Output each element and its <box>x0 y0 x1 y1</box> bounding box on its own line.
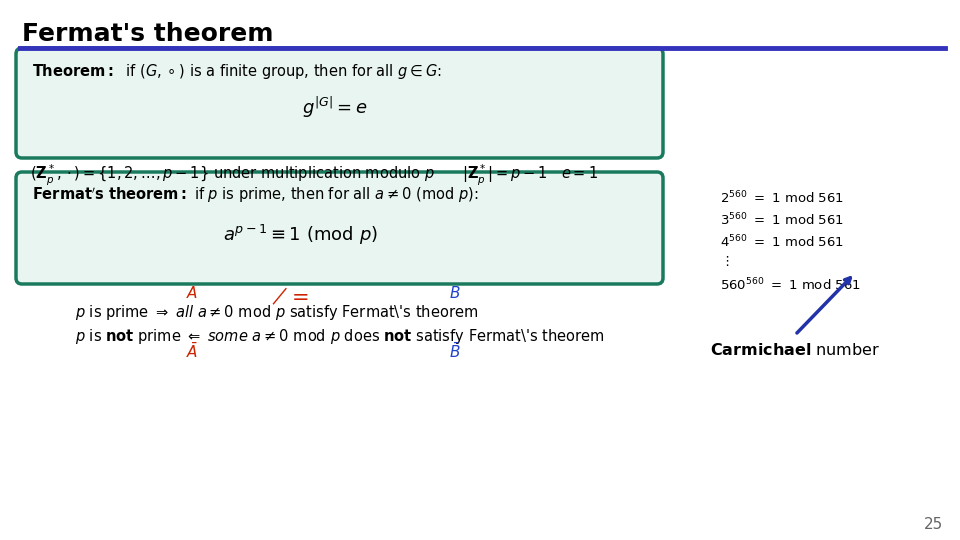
Text: $\bar{A}$: $\bar{A}$ <box>186 342 198 361</box>
Text: $B$: $B$ <box>449 285 461 301</box>
Text: Fermat's theorem: Fermat's theorem <box>22 22 274 46</box>
Text: $\mathbf{Fermat's\ theorem:}$ if $p$ is prime, then for all $a \neq 0\ (\mathrm{: $\mathbf{Fermat's\ theorem:}$ if $p$ is … <box>32 185 479 205</box>
Text: $p$ is prime $\Rightarrow$ $\mathit{all}\ a \neq 0\ \mathrm{mod}\ p$ satisfy Fer: $p$ is prime $\Rightarrow$ $\mathit{all}… <box>75 303 478 322</box>
Text: $g^{|G|} = e$: $g^{|G|} = e$ <box>302 94 368 119</box>
Text: $a^{p-1} \equiv 1\ (\mathrm{mod}\ p)$: $a^{p-1} \equiv 1\ (\mathrm{mod}\ p)$ <box>223 223 377 247</box>
Text: $\bar{B}$: $\bar{B}$ <box>449 342 461 361</box>
Text: $3^{560}\ =\ 1\ \mathrm{mod}\ 561$: $3^{560}\ =\ 1\ \mathrm{mod}\ 561$ <box>720 212 844 228</box>
Text: $\mathbf{Carmichael}$ number: $\mathbf{Carmichael}$ number <box>710 342 880 358</box>
Text: $\vdots$: $\vdots$ <box>720 254 730 268</box>
Text: $p$ is $\mathbf{not}$ prime $\Leftarrow$ $\mathit{some}\ a \neq 0\ \mathrm{mod}\: $p$ is $\mathbf{not}$ prime $\Leftarrow$… <box>75 327 605 346</box>
Text: $\mathbf{Theorem:}$  if $(G,\circ)$ is a finite group, then for all $g \in G$:: $\mathbf{Theorem:}$ if $(G,\circ)$ is a … <box>32 62 442 81</box>
Text: $2^{560}\ =\ 1\ \mathrm{mod}\ 561$: $2^{560}\ =\ 1\ \mathrm{mod}\ 561$ <box>720 190 844 207</box>
FancyBboxPatch shape <box>16 48 663 158</box>
Text: $4^{560}\ =\ 1\ \mathrm{mod}\ 561$: $4^{560}\ =\ 1\ \mathrm{mod}\ 561$ <box>720 234 844 251</box>
Text: $(\mathbf{Z}^*_{p},\cdot) = \{1,2,\ldots,p-1\}$ under multiplication modulo $p$$: $(\mathbf{Z}^*_{p},\cdot) = \{1,2,\ldots… <box>30 163 598 188</box>
Text: 25: 25 <box>924 517 943 532</box>
Text: $A$: $A$ <box>186 285 198 301</box>
FancyBboxPatch shape <box>16 172 663 284</box>
Text: $560^{560}\ =\ 1\ \mathrm{mod}\ 561$: $560^{560}\ =\ 1\ \mathrm{mod}\ 561$ <box>720 277 861 294</box>
Text: $\not=$: $\not=$ <box>272 287 308 308</box>
